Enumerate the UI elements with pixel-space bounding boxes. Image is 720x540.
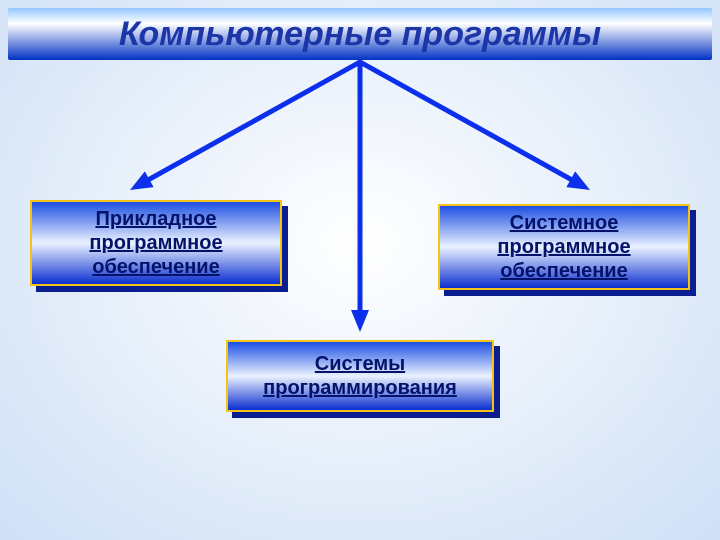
node-face: Системное программное обеспечение: [438, 204, 690, 290]
title-band: Компьютерные программы: [8, 8, 712, 60]
arrow-head-0: [130, 171, 154, 190]
node-label: Прикладное программное обеспечение: [89, 207, 222, 279]
arrow-shaft-0: [149, 62, 360, 179]
arrow-head-1: [351, 310, 369, 332]
node-applied[interactable]: Прикладное программное обеспечение: [30, 200, 282, 286]
node-progsys[interactable]: Системы программирования: [226, 340, 494, 412]
node-label: Системное программное обеспечение: [497, 211, 630, 283]
diagram-title: Компьютерные программы: [119, 15, 601, 54]
arrow-shaft-2: [360, 62, 571, 179]
node-system[interactable]: Системное программное обеспечение: [438, 204, 690, 290]
arrow-head-2: [566, 171, 590, 190]
node-face: Системы программирования: [226, 340, 494, 412]
node-label: Системы программирования: [263, 352, 457, 400]
node-face: Прикладное программное обеспечение: [30, 200, 282, 286]
